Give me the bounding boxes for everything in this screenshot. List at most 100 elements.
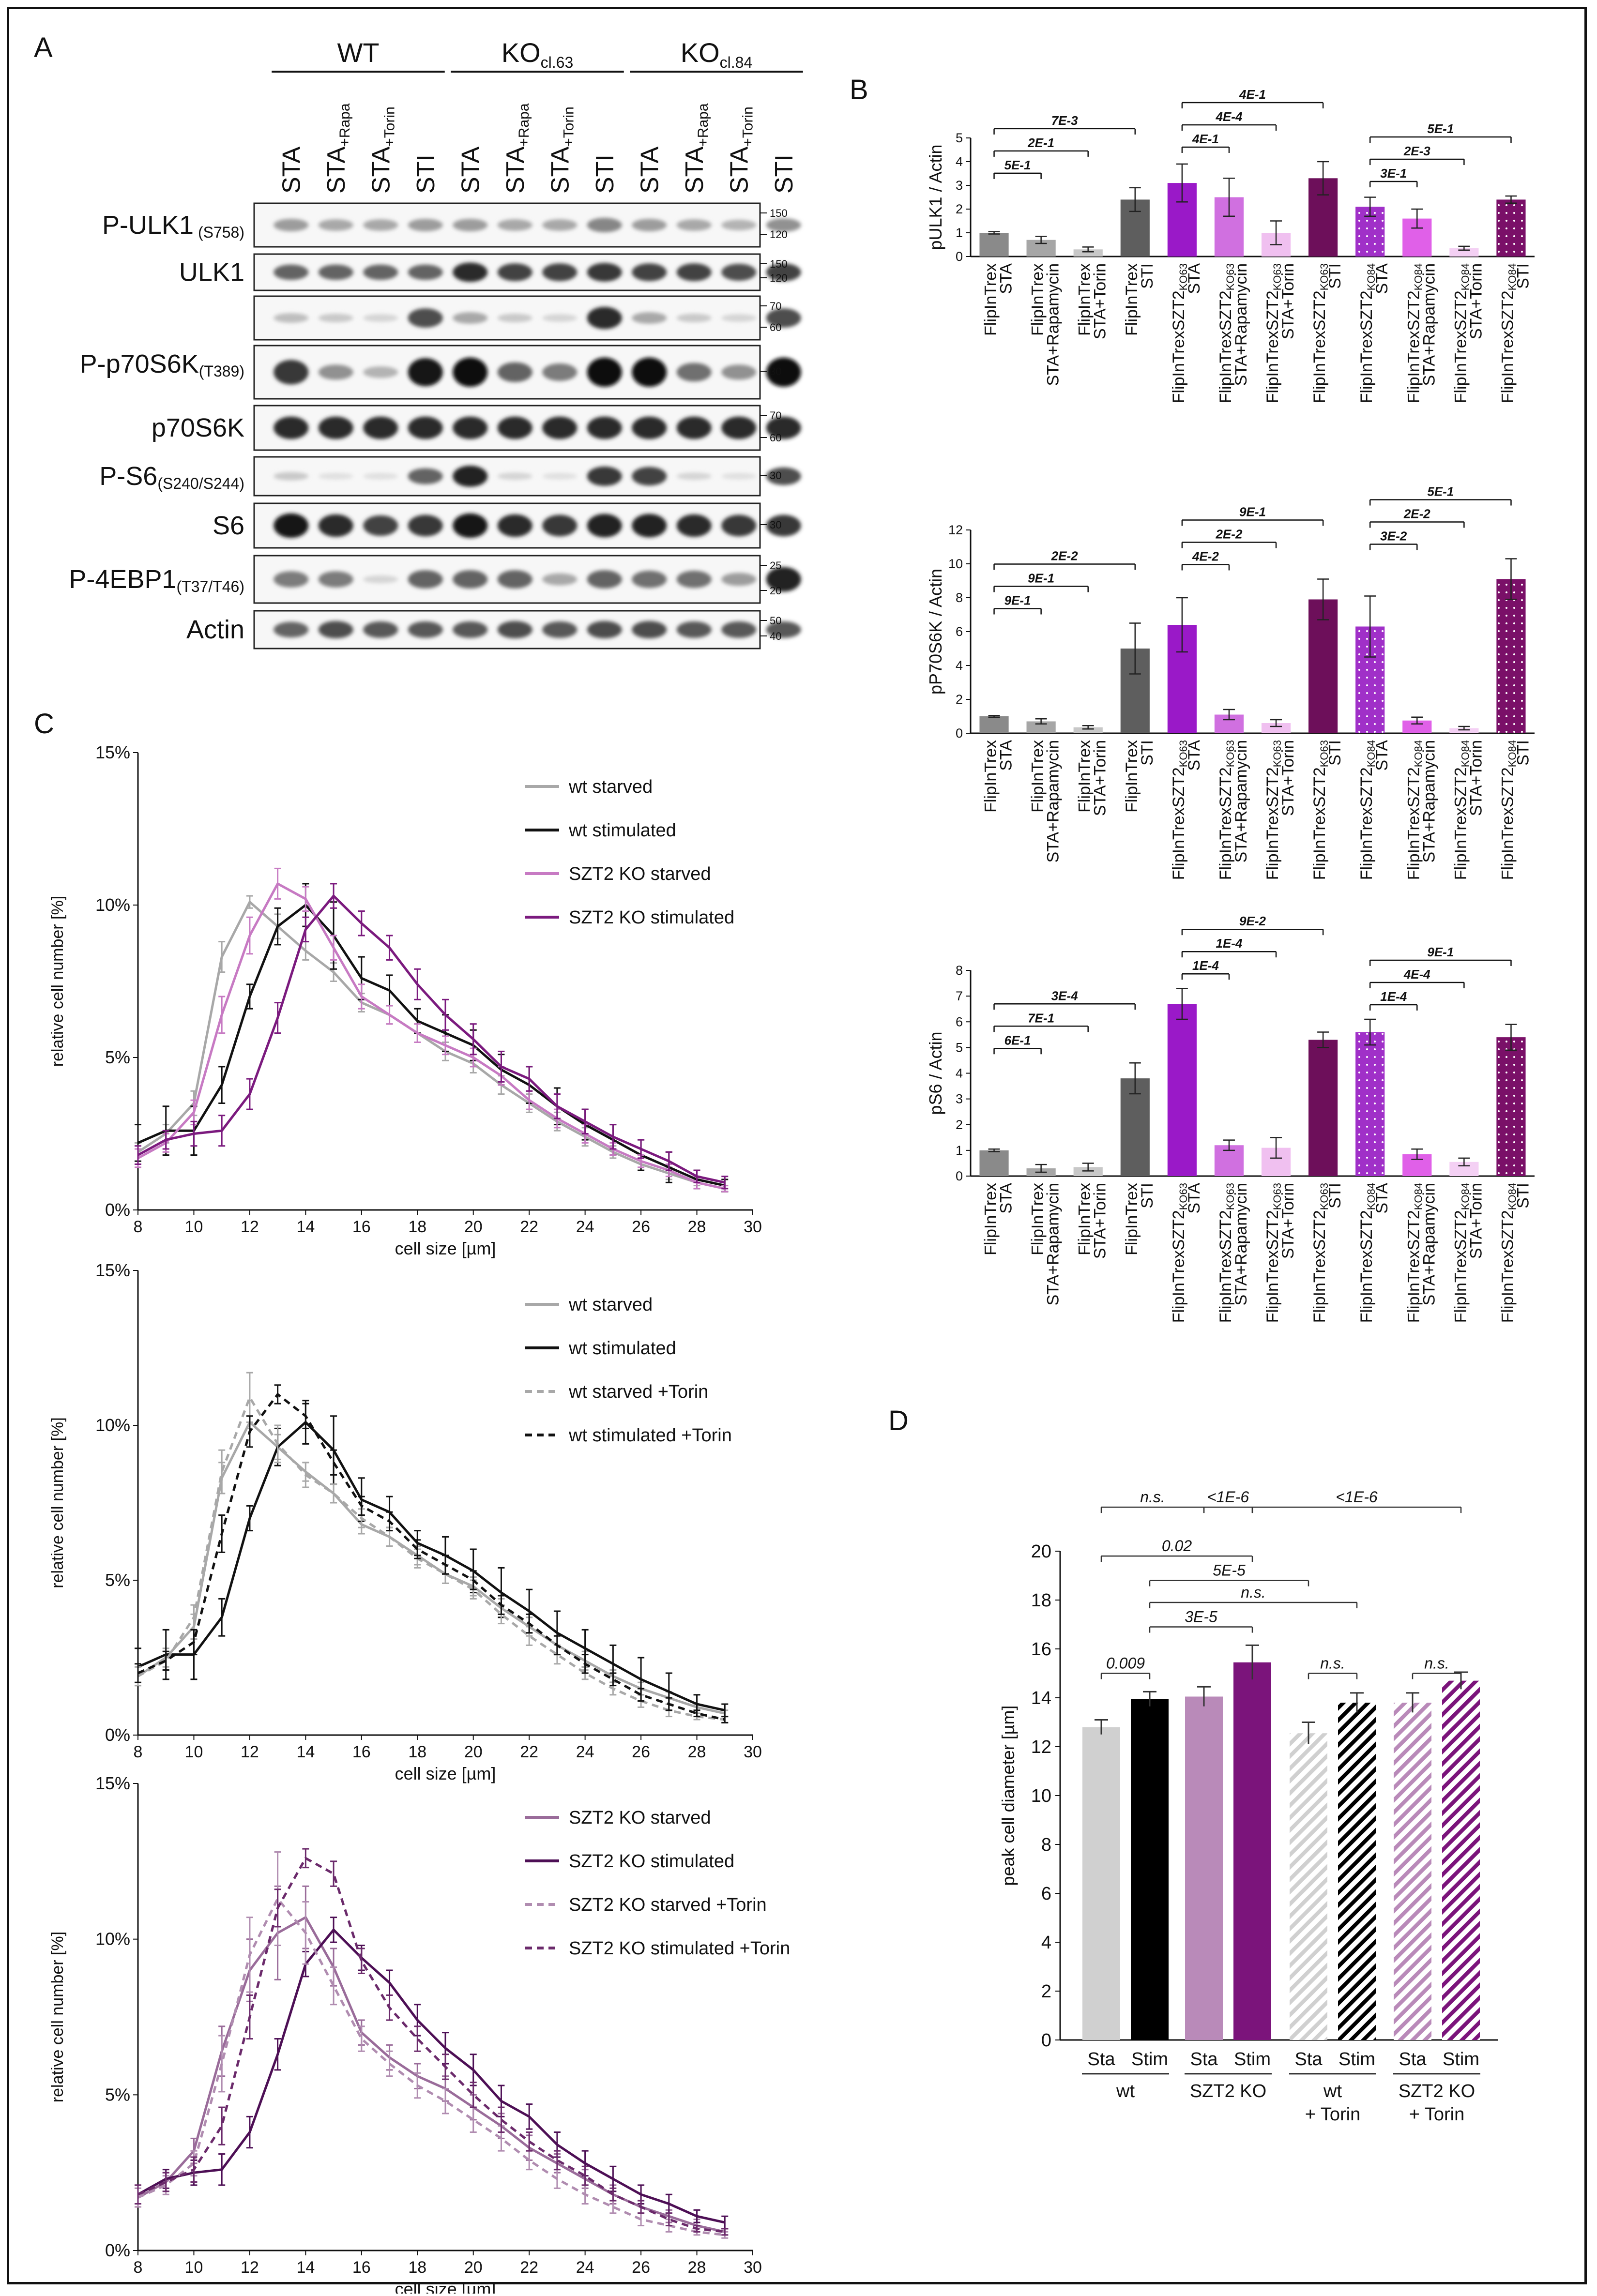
- y-tick-label: 10: [1031, 1786, 1051, 1806]
- x-category-label: FlipInTrexSZT2KO63: [1310, 740, 1330, 880]
- x-tick-label: 16: [352, 2258, 371, 2277]
- row-label: ULK1: [179, 258, 244, 287]
- p-value-label: n.s.: [1424, 1655, 1449, 1672]
- bar: [1496, 579, 1526, 733]
- x-category-sub: KO63: [1318, 263, 1330, 290]
- x-tick-label: 14: [296, 1743, 315, 1761]
- y-tick-label: 0: [1041, 2030, 1051, 2051]
- blot-band: [274, 513, 309, 538]
- blot-band: [721, 263, 757, 281]
- blot-band: [587, 570, 622, 589]
- x-category-label: STA: [997, 263, 1016, 294]
- x-category-sub: KO63: [1224, 740, 1236, 767]
- y-tick-label: 20: [1031, 1541, 1051, 1562]
- x-axis-title: cell size [µm]: [395, 1764, 496, 1783]
- y-tick-label: 15%: [95, 1773, 130, 1793]
- y-tick-label: 12: [948, 523, 963, 537]
- p-value-label: 3E-2: [1380, 529, 1407, 544]
- group-subscript: cl.63: [541, 54, 574, 71]
- lane-label: STA: [456, 146, 485, 194]
- x-category-sub: KO63: [1318, 1183, 1330, 1210]
- x-category-label: STA: [1373, 263, 1391, 294]
- p-value-label: 2E-3: [1403, 144, 1430, 158]
- y-tick-label: 2: [956, 692, 963, 707]
- marker-label: 150: [770, 258, 788, 270]
- blot-band: [766, 308, 801, 328]
- bar: [1442, 1680, 1480, 2040]
- x-category-sub: KO63: [1177, 263, 1189, 290]
- bar: [1308, 1040, 1338, 1176]
- x-tick-label: 28: [688, 2258, 706, 2277]
- y-tick-label: 4: [956, 154, 963, 169]
- blot-band: [497, 314, 532, 322]
- series-wt-stimulated: wt stimulated: [135, 1338, 729, 1718]
- x-category-label: STA+Rapamycin: [1044, 1183, 1063, 1306]
- p-value-label: 2E-2: [1215, 527, 1242, 542]
- blot-band: [676, 472, 712, 480]
- series-line: [137, 894, 725, 1184]
- blot-band: [676, 514, 712, 537]
- blot-band: [676, 571, 712, 588]
- y-tick-label: 4: [1041, 1933, 1051, 1953]
- row-label-sub: (S758): [194, 224, 244, 241]
- series-szt2-ko-starved-torin: SZT2 KO starved +Torin: [135, 1851, 767, 2239]
- y-tick-label: 3: [956, 1092, 963, 1106]
- x-category-label: STI: [1138, 263, 1156, 289]
- y-tick-label: 2: [1041, 1981, 1051, 2002]
- series-wt-stimulated-torin: wt stimulated +Torin: [135, 1384, 732, 1723]
- p-value-label: 3E-1: [1380, 166, 1407, 181]
- legend-label: wt starved: [568, 777, 653, 797]
- legend-label: SZT2 KO starved: [569, 864, 711, 884]
- y-tick-label: 0%: [105, 1200, 130, 1220]
- x-category-label: Sta: [1294, 2049, 1323, 2069]
- legend-label: SZT2 KO starved +Torin: [569, 1895, 767, 1915]
- x-category-label: FlipInTrex: [982, 263, 1000, 336]
- blot-band: [587, 307, 622, 329]
- x-group-label: + Torin: [1305, 2104, 1360, 2125]
- blot-row-p70s6k: p70S6K 70 60: [152, 405, 801, 451]
- bar: [1073, 727, 1103, 733]
- blot-band: [587, 514, 622, 538]
- x-category-label: FlipInTrex: [1123, 263, 1141, 336]
- x-category-sub: KO63: [1271, 740, 1283, 767]
- blot-band: [766, 416, 801, 439]
- y-tick-label: 15%: [95, 742, 130, 762]
- blot-band: [453, 416, 488, 439]
- x-category-sub: KO63: [1224, 1183, 1236, 1210]
- x-tick-label: 16: [352, 1218, 371, 1236]
- blot-band: [721, 416, 757, 439]
- blot-band: [497, 219, 532, 231]
- x-category-label: STA+Torin: [1279, 263, 1297, 339]
- blot-band: [274, 219, 309, 231]
- y-tick-label: 1: [956, 1143, 963, 1158]
- blot-band: [318, 620, 353, 639]
- x-tick-label: 14: [296, 1218, 315, 1236]
- x-category-sub: KO84: [1459, 263, 1471, 290]
- x-category-label: FlipInTrexSZT2KO63: [1170, 1183, 1189, 1323]
- blot-band: [766, 567, 801, 592]
- x-tick-label: 12: [241, 2258, 259, 2277]
- marker-label: 120: [770, 228, 788, 241]
- p-value-label: n.s.: [1320, 1655, 1345, 1672]
- x-category-label: STA: [997, 740, 1016, 771]
- blot-band: [587, 357, 622, 387]
- x-category-label: STI: [1326, 263, 1344, 289]
- lane-label-sub: +Torin: [381, 106, 397, 147]
- x-group-label: + Torin: [1409, 2104, 1464, 2125]
- blot-band: [453, 513, 488, 538]
- x-category-label: FlipInTrexSZT2KO63: [1217, 263, 1236, 403]
- x-tick-label: 8: [134, 2258, 143, 2277]
- blot-band: [408, 416, 443, 439]
- x-tick-label: 10: [185, 1743, 203, 1761]
- x-axis-title: cell size [µm]: [395, 1239, 496, 1258]
- x-category-label: STA+Torin: [1091, 1183, 1110, 1259]
- bar: [1120, 1078, 1150, 1176]
- blot-band: [408, 621, 443, 638]
- x-category-sub: KO84: [1506, 740, 1518, 767]
- blot-band: [274, 264, 309, 280]
- x-category-label: Stim: [1338, 2049, 1375, 2069]
- x-category-label: FlipInTrexSZT2KO84: [1451, 740, 1471, 880]
- x-tick-label: 18: [408, 1218, 426, 1236]
- p-value-label: 1E-4: [1216, 936, 1242, 951]
- bar: [1496, 199, 1526, 257]
